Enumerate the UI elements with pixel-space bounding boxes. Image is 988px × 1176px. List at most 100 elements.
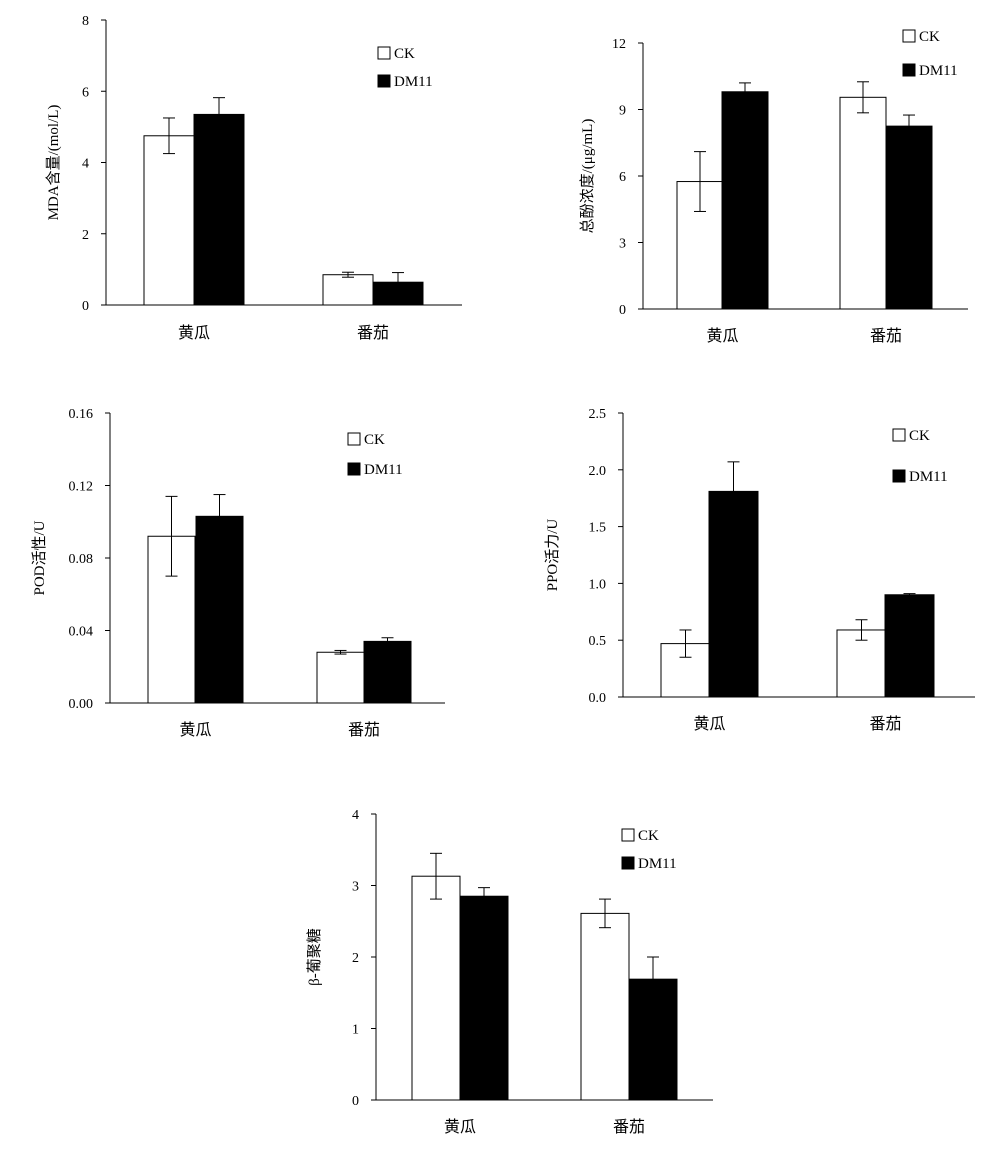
legend-swatch-dm11 [621,856,635,870]
legend-swatch-ck [902,29,916,43]
y-tick-label: 0.04 [69,625,94,640]
y-tick-label: 0.0 [589,691,607,706]
error-bar [599,898,611,929]
x-tick-label: 番茄 [613,1118,645,1136]
bar-dm11 [193,113,245,306]
x-tick-label: 番茄 [348,721,380,739]
legend-label: DM11 [364,462,403,478]
legend-swatch-ck [621,828,635,842]
error-bar [857,81,869,114]
legend-swatch-dm11 [902,63,916,77]
x-tick-label: 番茄 [357,324,389,342]
y-tick-label: 0.5 [589,634,607,649]
error-bar [381,637,394,646]
error-bar [430,852,442,900]
y-tick-label: 8 [82,14,89,29]
legend: CK DM11 [902,29,958,79]
y-tick-label: 4 [352,808,359,823]
error-bar [903,114,915,138]
legend-swatch-dm11 [892,469,906,483]
bar-dm11 [459,895,509,1101]
y-tick-label: 1.0 [589,577,607,592]
error-bar [739,82,751,102]
legend-label: CK [394,46,415,62]
y-axis-label: 总酚浓度/(μg/mL) [579,119,596,234]
y-tick-label: 2 [82,228,89,243]
legend-label: CK [364,432,385,448]
legend-label: CK [919,29,940,45]
legend: CK DM11 [347,432,403,478]
y-axis-label: MDA含量/(mol/L) [45,105,62,221]
error-bar [727,461,740,522]
legend-swatch-ck [892,428,906,442]
bar-ck [580,912,630,1101]
y-tick-label: 1 [352,1023,359,1038]
error-bar [679,629,692,658]
error-bar [334,649,347,655]
chart-2: 0 3 6 9 12 总酚浓度/(μg/mL) 黄瓜 番茄 CK DM11 [579,29,968,345]
y-axis-label: POD活性/U [31,520,48,595]
y-tick-label: 6 [82,85,89,100]
legend-label: CK [638,828,659,844]
error-bar [392,272,404,293]
legend: CK DM11 [621,828,677,872]
error-bar [647,956,659,1002]
legend-label: DM11 [394,74,433,90]
y-tick-label: 2.5 [589,407,607,422]
bar-dm11 [363,640,412,704]
bar-ck [411,875,461,1101]
legend: CK DM11 [892,428,948,485]
error-bar [342,271,354,278]
x-tick-label: 黄瓜 [444,1118,476,1136]
chart-3: 0.00 0.04 0.08 0.12 0.16 POD活性/U 黄瓜 番茄 CK DM11 [31,407,445,739]
error-bar [478,887,490,906]
y-axis-label: β-葡聚糖 [306,928,323,986]
bar-ck [143,135,195,306]
error-bar [213,494,226,539]
y-tick-label: 0.16 [69,407,94,422]
y-tick-label: 0.12 [69,480,94,495]
error-bar [694,151,706,212]
legend-swatch-ck [377,46,391,60]
y-tick-label: 4 [82,157,89,172]
y-tick-label: 3 [352,880,359,895]
x-tick-label: 黄瓜 [179,721,211,739]
legend-swatch-ck [347,432,361,446]
y-tick-label: 6 [619,170,626,185]
y-tick-label: 3 [619,237,626,252]
y-tick-label: 2.0 [589,464,607,479]
x-tick-label: 黄瓜 [706,327,738,345]
chart-1: 0 2 4 6 8 MDA含量/(mol/L) 黄瓜 番茄 CK DM11 [45,14,462,342]
legend-label: CK [909,428,930,444]
y-tick-label: 9 [619,104,626,119]
bar-dm11 [885,125,933,310]
y-tick-label: 0 [352,1094,359,1109]
legend-label: DM11 [919,63,958,79]
legend-swatch-dm11 [347,462,361,476]
legend-label: DM11 [909,469,948,485]
bar-dm11 [884,594,935,698]
error-bar [903,593,916,597]
error-bar [855,619,868,641]
y-tick-label: 12 [612,37,626,52]
legend-swatch-dm11 [377,74,391,88]
error-bar [163,117,175,155]
y-tick-label: 1.5 [589,521,607,536]
x-tick-label: 黄瓜 [693,715,725,733]
chart-4: 0.0 0.5 1.0 1.5 2.0 2.5 PPO活力/U 黄瓜 番茄 CK DM11 [544,407,975,733]
bar-dm11 [195,515,244,704]
bar-dm11 [721,91,769,310]
y-axis-label: PPO活力/U [544,519,561,592]
bar-ck [316,651,365,704]
legend-label: DM11 [638,856,677,872]
y-tick-label: 0.00 [69,697,94,712]
bar-ck [839,96,887,310]
y-tick-label: 0 [82,299,89,314]
x-tick-label: 黄瓜 [178,324,210,342]
x-tick-label: 番茄 [870,327,902,345]
y-tick-label: 2 [352,951,359,966]
y-tick-label: 0 [619,303,626,318]
bar-ck [322,274,374,306]
